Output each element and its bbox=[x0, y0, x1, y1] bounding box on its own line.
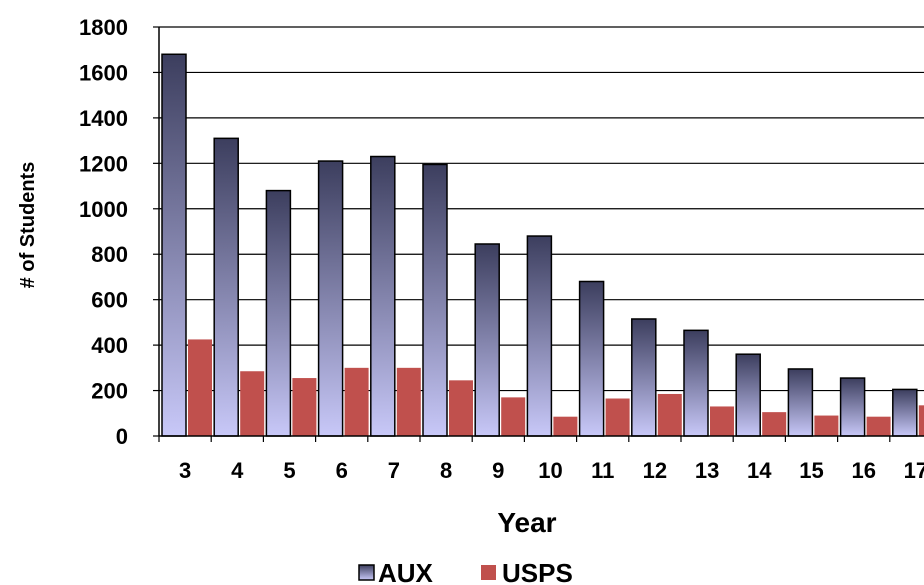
bar-aux-12 bbox=[631, 318, 657, 437]
axes bbox=[158, 27, 924, 442]
y-tick-label: 1800 bbox=[79, 15, 128, 40]
y-tick-label: 1600 bbox=[79, 60, 128, 85]
y-tick-labels: 0 200 400 600 800 1000 1200 1400 1600 1800 bbox=[79, 15, 128, 449]
bar-aux-3 bbox=[161, 53, 187, 437]
x-tick-label-16: 16 bbox=[851, 458, 875, 483]
bar-aux-7 bbox=[370, 155, 396, 437]
y-tick-label: 800 bbox=[91, 242, 128, 267]
x-axis-title: Year bbox=[497, 507, 556, 538]
bar-usps-12 bbox=[657, 393, 682, 436]
x-tick-label-6: 6 bbox=[336, 458, 348, 483]
x-tick-label-9: 9 bbox=[492, 458, 504, 483]
x-tick-label-7: 7 bbox=[388, 458, 400, 483]
bar-usps-15 bbox=[814, 415, 839, 436]
x-tick-label-10: 10 bbox=[538, 458, 562, 483]
bar-usps-7 bbox=[396, 367, 421, 436]
bar-usps-16 bbox=[866, 416, 891, 436]
bar-aux-5 bbox=[265, 189, 292, 437]
x-tick-labels: 3 4 5 6 7 8 9 10 11 12 13 14 15 16 17 bbox=[179, 458, 924, 483]
bar-usps-17 bbox=[918, 405, 924, 436]
bar-usps-11 bbox=[605, 398, 630, 436]
bars bbox=[161, 53, 924, 437]
bar-usps-8 bbox=[449, 380, 473, 436]
legend-label-aux: AUX bbox=[378, 558, 434, 585]
bar-aux-11 bbox=[578, 280, 605, 437]
bar-usps-6 bbox=[344, 367, 369, 436]
legend-swatch-aux bbox=[358, 564, 375, 581]
x-tick-label-5: 5 bbox=[283, 458, 295, 483]
bar-aux-9 bbox=[474, 243, 500, 437]
y-tick-label: 1400 bbox=[79, 106, 128, 131]
bar-aux-17 bbox=[892, 388, 918, 437]
x-tick-label-3: 3 bbox=[179, 458, 191, 483]
y-tick-label: 200 bbox=[91, 379, 128, 404]
x-tick-label-14: 14 bbox=[747, 458, 772, 483]
bar-aux-4 bbox=[213, 137, 239, 437]
x-tick-label-17: 17 bbox=[904, 458, 924, 483]
bar-aux-8 bbox=[422, 163, 448, 437]
legend: AUX USPS bbox=[358, 558, 573, 585]
legend-label-usps: USPS bbox=[502, 558, 573, 585]
x-tick-label-15: 15 bbox=[799, 458, 823, 483]
bar-usps-10 bbox=[553, 416, 578, 436]
bar-aux-13 bbox=[683, 329, 709, 437]
x-tick-label-13: 13 bbox=[695, 458, 719, 483]
x-tick-label-8: 8 bbox=[440, 458, 452, 483]
bar-usps-14 bbox=[762, 412, 787, 436]
bar-aux-16 bbox=[839, 377, 866, 437]
y-tick-label: 600 bbox=[91, 288, 128, 313]
y-axis-title: # of Students bbox=[17, 162, 39, 289]
y-tick-label: 1200 bbox=[79, 151, 128, 176]
bar-aux-14 bbox=[735, 353, 761, 437]
legend-swatch-usps bbox=[481, 565, 496, 580]
bar-aux-6 bbox=[317, 160, 344, 437]
y-tick-label: 1000 bbox=[79, 197, 128, 222]
x-tick-label-4: 4 bbox=[231, 458, 244, 483]
bar-usps-5 bbox=[292, 378, 317, 436]
bar-usps-9 bbox=[501, 397, 526, 436]
bar-usps-3 bbox=[188, 339, 212, 436]
y-tick-label: 400 bbox=[91, 333, 128, 358]
bar-usps-4 bbox=[240, 371, 265, 436]
bar-aux-15 bbox=[787, 368, 814, 437]
x-tick-label-12: 12 bbox=[643, 458, 667, 483]
bar-aux-10 bbox=[526, 235, 553, 437]
y-tick-label: 0 bbox=[116, 424, 128, 449]
x-tick-label-11: 11 bbox=[591, 458, 614, 483]
bar-usps-13 bbox=[710, 406, 734, 436]
